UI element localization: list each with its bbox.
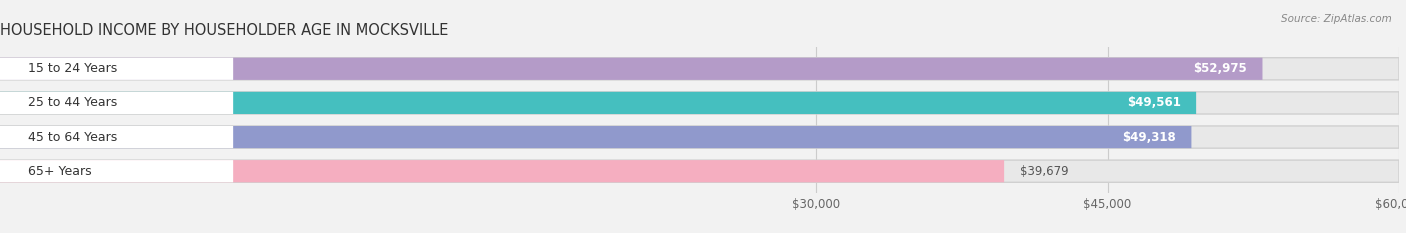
FancyBboxPatch shape	[0, 160, 1004, 182]
FancyBboxPatch shape	[0, 92, 233, 114]
FancyBboxPatch shape	[0, 126, 1191, 148]
FancyBboxPatch shape	[0, 58, 233, 80]
Text: HOUSEHOLD INCOME BY HOUSEHOLDER AGE IN MOCKSVILLE: HOUSEHOLD INCOME BY HOUSEHOLDER AGE IN M…	[0, 24, 449, 38]
FancyBboxPatch shape	[0, 160, 233, 182]
FancyBboxPatch shape	[0, 58, 1263, 80]
FancyBboxPatch shape	[0, 126, 233, 148]
FancyBboxPatch shape	[0, 160, 1399, 182]
Text: 15 to 24 Years: 15 to 24 Years	[28, 62, 117, 75]
FancyBboxPatch shape	[0, 126, 1399, 148]
FancyBboxPatch shape	[0, 92, 1399, 114]
Text: 65+ Years: 65+ Years	[28, 165, 91, 178]
Text: 25 to 44 Years: 25 to 44 Years	[28, 96, 117, 110]
FancyBboxPatch shape	[0, 92, 1197, 114]
Text: $49,561: $49,561	[1126, 96, 1181, 110]
Text: $39,679: $39,679	[1019, 165, 1069, 178]
Text: Source: ZipAtlas.com: Source: ZipAtlas.com	[1281, 14, 1392, 24]
FancyBboxPatch shape	[0, 58, 1399, 80]
Text: $52,975: $52,975	[1194, 62, 1247, 75]
Text: $49,318: $49,318	[1122, 130, 1175, 144]
Text: 45 to 64 Years: 45 to 64 Years	[28, 130, 117, 144]
